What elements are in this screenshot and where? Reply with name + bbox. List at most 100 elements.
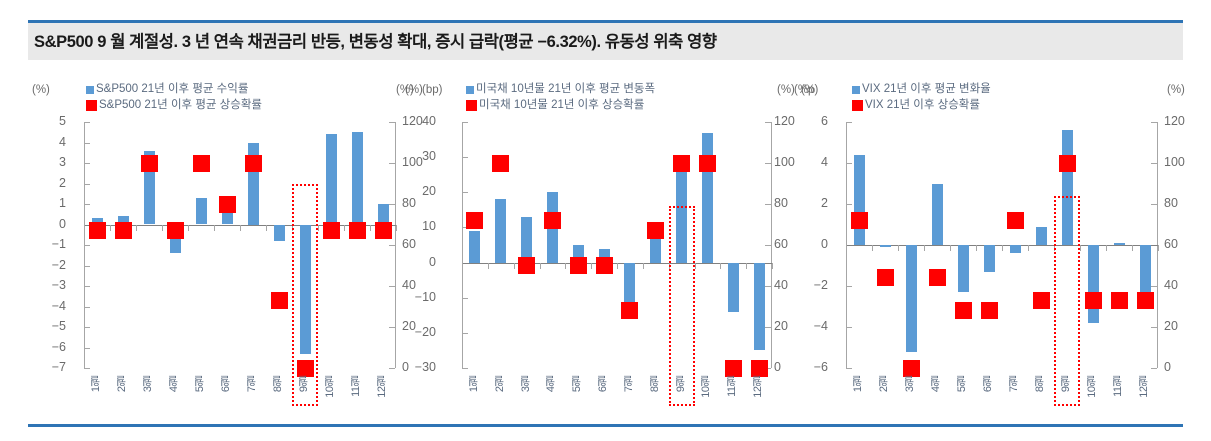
y-axis-tick [462,297,468,299]
marker-2월 [114,222,132,240]
marker-5월 [954,302,972,320]
left-unit-label: (bp) [422,84,443,96]
y-axis-tick [462,332,468,334]
y2-axis-tick [765,327,771,328]
y2-axis-tick-label: 80 [774,196,788,210]
x-axis-tick [214,224,215,231]
x-axis-tick [513,262,515,269]
page-title: S&P500 9 월 계절성. 3 년 연속 채권금리 반등, 변동성 확대, … [34,33,717,51]
x-axis-label-5월: 5월 [571,376,584,393]
y-axis-tick [84,306,90,308]
x-axis-tick [136,224,137,231]
x-axis-tick [110,224,111,231]
y-axis-tick-label: −1 [51,237,66,251]
y2-axis-tick-label: 120 [774,114,795,128]
x-axis-label-11월: 11월 [350,376,362,397]
marker-10월 [698,154,716,172]
y-axis-tick [84,183,90,185]
y2-axis-tick-label: 120 [402,114,423,128]
legend-label: S&P500 21년 이후 평균 상승확률 [99,99,262,111]
legend-entry-bar[interactable]: S&P500 21년 이후 평균 수익률 [86,83,248,97]
legend-entry-marker[interactable]: S&P500 21년 이후 평균 상승확률 [86,99,262,113]
y-axis-right [395,122,396,368]
y-axis-tick-label: 0 [59,216,66,231]
y-axis-tick-label: −20 [414,324,436,339]
legend-entry-marker[interactable]: 미국채 10년물 21년 이후 상승확률 [466,99,644,113]
x-axis-label-3월: 3월 [519,376,532,393]
september-highlight-box [1054,195,1080,406]
x-axis-label-7월: 7월 [622,376,635,393]
y2-axis-tick-label: 60 [402,237,416,251]
x-axis-label-11월: 11월 [726,376,739,397]
x-axis-tick [487,262,489,269]
x-axis-tick [720,262,722,269]
y2-axis-tick [389,286,395,287]
chart-panel-vix: (%p) (%) VIX 21년 이후 평균 변화율 VIX 21년 이후 상승확률 6… [784,83,1187,414]
y-axis-tick-label: 20 [422,184,436,199]
y-axis-tick-label: 40 [422,114,436,128]
x-axis-label-6월: 6월 [220,376,232,393]
marker-8월 [647,222,665,240]
bar-3월 [521,216,533,263]
x-axis-tick [266,224,267,231]
left-unit-label: (%) [32,84,50,96]
y2-axis-tick-label: 120 [1164,114,1185,128]
y-axis-tick [462,122,468,123]
x-axis-tick [1080,245,1081,251]
legend-label: 미국채 10년물 21년 이후 평균 변동폭 [476,83,656,95]
x-axis-tick [898,245,899,251]
y-axis-tick [462,368,468,369]
chart-panel-ust10y: (%) (bp) (%) (% 미국채 10년물 21년 이후 평균 변동폭 미국채 10… [396,83,815,414]
legend-entry-marker[interactable]: VIX 21년 이후 상승확률 [852,99,980,113]
y-axis-tick [846,163,852,164]
y-axis-tick-label: 2 [59,175,66,190]
right-unit-label: (%) [777,84,795,96]
x-axis-tick [924,245,925,251]
y2-axis-tick-label: 20 [402,319,416,333]
bar-10월 [325,134,337,225]
x-axis-label-8월: 8월 [272,376,284,393]
bar-1월 [91,218,103,225]
bar-8월 [650,234,662,263]
x-axis-label-10월: 10월 [1086,376,1098,398]
y-axis-tick-label: −6 [51,339,66,354]
y2-axis-tick-label: 40 [774,278,788,292]
bar-12월 [377,204,389,225]
x-axis-tick [396,224,397,231]
x-axis-tick [539,262,541,269]
y-axis-tick-label: −6 [813,360,828,374]
y-axis-tick [84,142,90,144]
bar-9월 [1061,130,1073,245]
y2-axis-tick [1151,368,1157,369]
legend-entry-bar[interactable]: VIX 21년 이후 평균 변화율 [852,83,991,97]
bar-7월 [1009,245,1021,254]
bar-10월 [1087,245,1099,323]
y2-axis-tick-label: 20 [774,319,788,333]
x-axis-tick [318,224,319,231]
x-axis-tick [188,224,189,231]
bar-11월 [727,262,739,312]
left-unit-label: (%) [396,84,414,96]
y2-axis-tick [1151,204,1157,205]
x-axis-label-1월: 1월 [852,376,864,393]
x-axis-label-8월: 8월 [648,376,661,393]
september-highlight-box [668,206,695,406]
y2-axis-tick-label: 20 [1164,319,1178,333]
x-axis-tick [162,224,163,231]
y2-axis-tick-label: 60 [1164,237,1178,251]
marker-1월 [466,211,484,229]
bar-1월 [469,230,481,263]
y2-axis-tick-label: 80 [1164,196,1178,210]
y-axis-tick-label: 4 [821,155,828,169]
y2-axis-tick [765,122,771,123]
legend-entry-bar[interactable]: 미국채 10년물 21년 이후 평균 변동폭 [466,83,655,97]
marker-8월 [270,291,288,309]
bar-1월 [853,154,865,245]
y-axis-tick [84,347,90,349]
legend-red-square-icon [466,100,477,111]
y2-axis-tick [1151,122,1157,123]
x-axis-tick [344,224,345,231]
x-axis-tick [872,245,873,251]
bar-6월 [221,212,233,225]
